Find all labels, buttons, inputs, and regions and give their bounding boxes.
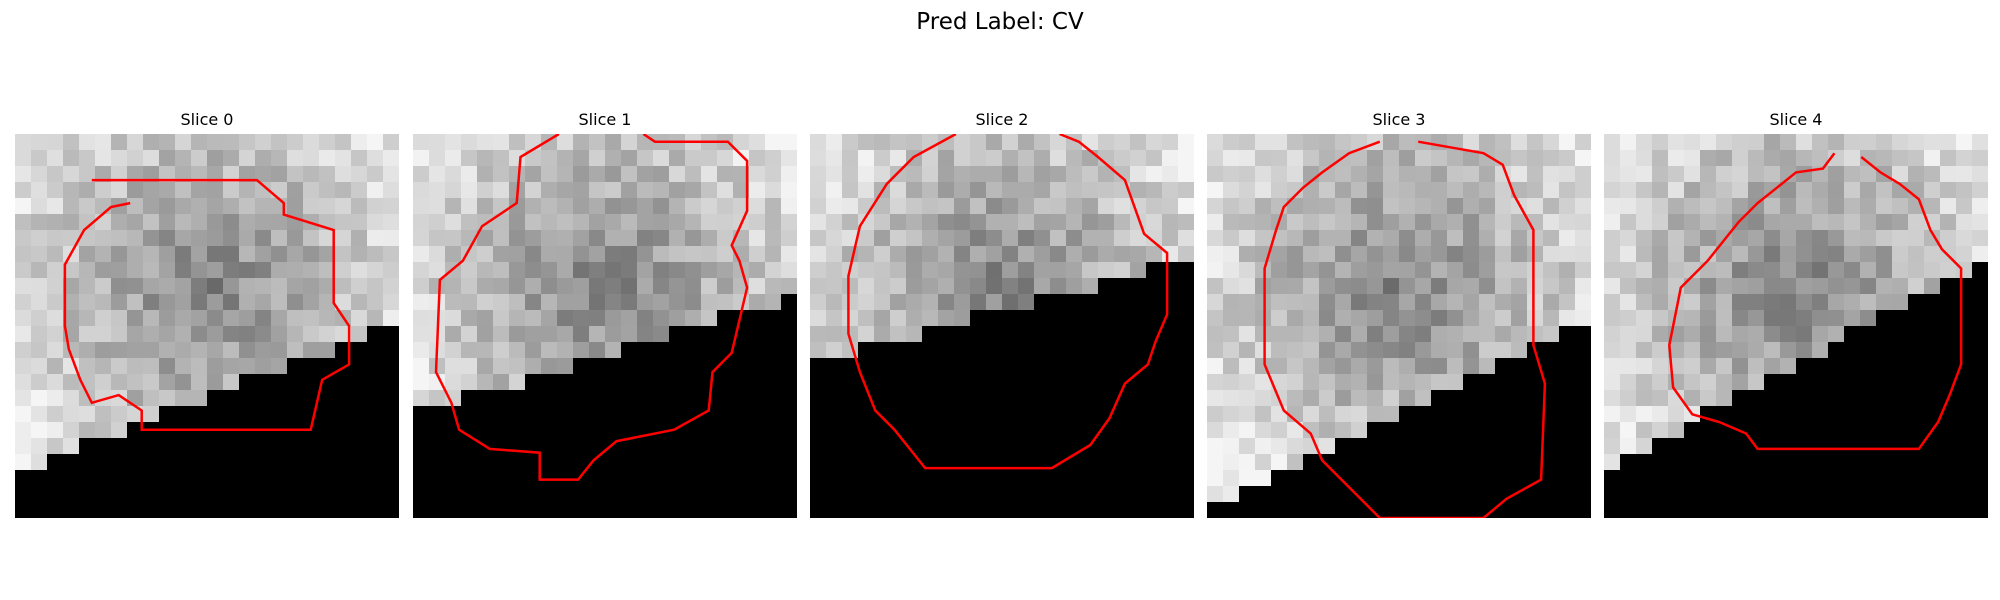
slice-image (413, 134, 797, 518)
slice-title: Slice 0 (180, 110, 234, 129)
slice-image (1604, 134, 1988, 518)
segmentation-contour (434, 134, 749, 481)
segmentation-contour (1668, 152, 1963, 451)
segmentation-contour (1263, 140, 1547, 518)
figure-title: Pred Label: CV (916, 9, 1084, 35)
slice-image (1207, 134, 1591, 518)
intensity-pixels (15, 134, 399, 518)
slice-title: Slice 4 (1769, 110, 1823, 129)
intensity-pixels (1207, 134, 1591, 518)
segmentation-contour (847, 134, 1169, 470)
slice-title: Slice 2 (975, 110, 1029, 129)
segmentation-contour (63, 178, 351, 431)
intensity-pixels (413, 134, 797, 518)
slice-image (15, 134, 399, 518)
intensity-pixels (1604, 134, 1988, 518)
slice-image (810, 134, 1194, 518)
slice-title: Slice 3 (1372, 110, 1426, 129)
intensity-pixels (810, 134, 1194, 518)
slice-title: Slice 1 (578, 110, 632, 129)
